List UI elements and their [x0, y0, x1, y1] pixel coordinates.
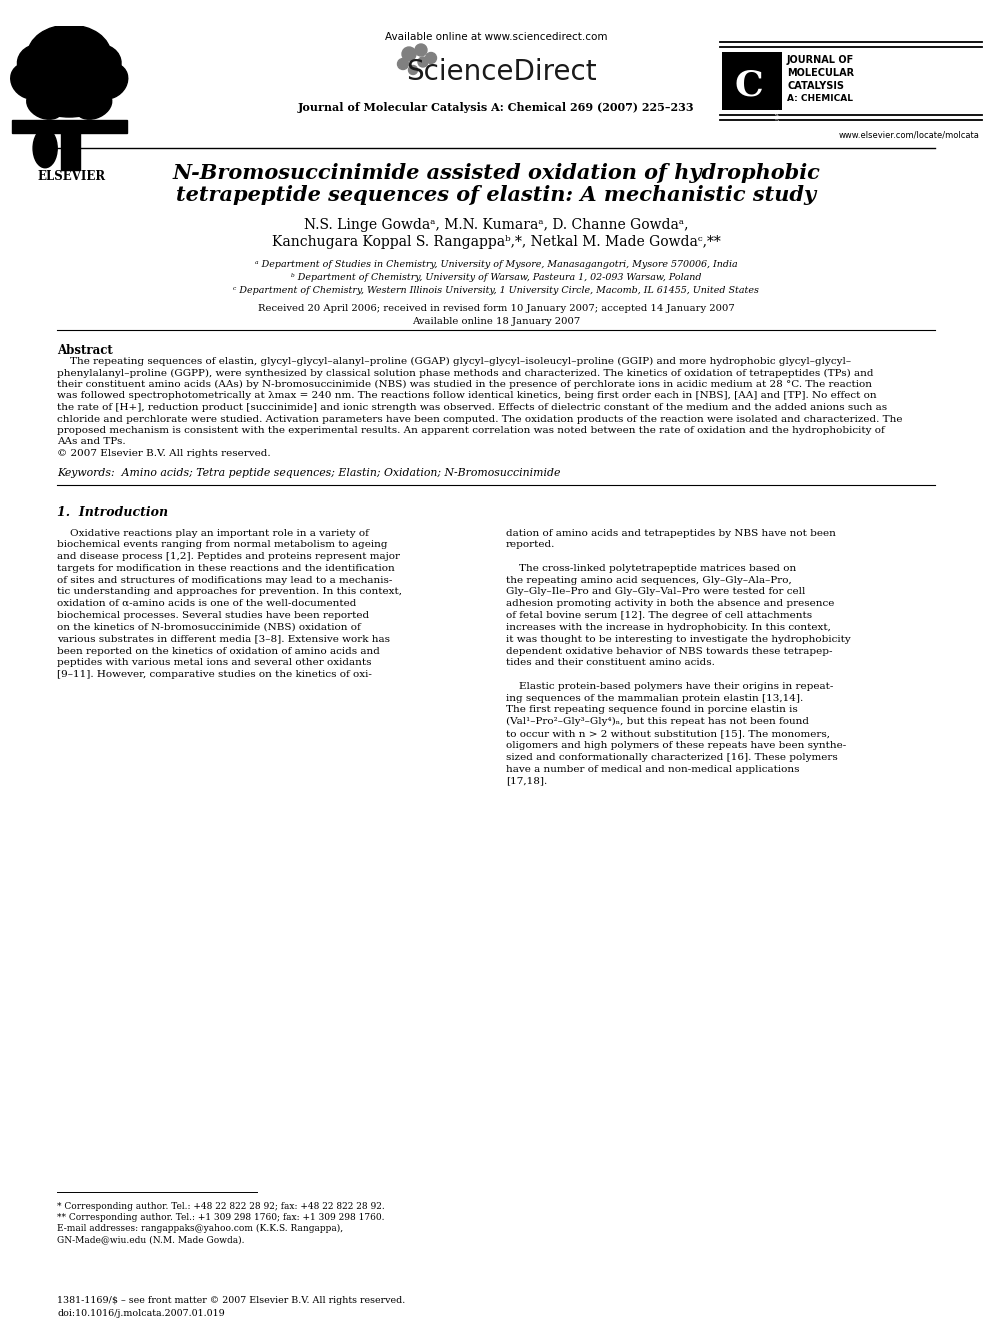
- Ellipse shape: [18, 45, 67, 90]
- Text: peptides with various metal ions and several other oxidants: peptides with various metal ions and sev…: [57, 659, 371, 667]
- Text: C: C: [734, 67, 763, 102]
- Ellipse shape: [35, 73, 77, 105]
- Text: Abstract: Abstract: [57, 344, 113, 357]
- Ellipse shape: [62, 73, 104, 105]
- Text: Gly–Gly–Ile–Pro and Gly–Gly–Val–Pro were tested for cell: Gly–Gly–Ile–Pro and Gly–Gly–Val–Pro were…: [506, 587, 806, 597]
- Ellipse shape: [28, 25, 111, 85]
- Text: dependent oxidative behavior of NBS towards these tetrapep-: dependent oxidative behavior of NBS towa…: [506, 647, 832, 655]
- Text: 1.  Introduction: 1. Introduction: [57, 507, 168, 520]
- Text: (Val¹–Pro²–Gly³–Gly⁴)ₙ, but this repeat has not been found: (Val¹–Pro²–Gly³–Gly⁴)ₙ, but this repeat …: [506, 717, 809, 726]
- Ellipse shape: [71, 45, 121, 90]
- Ellipse shape: [39, 78, 99, 106]
- Ellipse shape: [33, 57, 106, 97]
- Text: 1381-1169/$ – see front matter © 2007 Elsevier B.V. All rights reserved.: 1381-1169/$ – see front matter © 2007 El…: [57, 1297, 406, 1304]
- Text: sized and conformationally characterized [16]. These polymers: sized and conformationally characterized…: [506, 753, 838, 762]
- Circle shape: [426, 53, 436, 64]
- Text: Available online at www.sciencedirect.com: Available online at www.sciencedirect.co…: [385, 32, 607, 42]
- Circle shape: [398, 58, 409, 70]
- Text: reported.: reported.: [506, 540, 556, 549]
- Text: Keywords:  Amino acids; Tetra peptide sequences; Elastin; Oxidation; N-Bromosucc: Keywords: Amino acids; Tetra peptide seq…: [57, 468, 560, 479]
- Text: the rate of [H+], reduction product [succinimide] and ionic strength was observe: the rate of [H+], reduction product [suc…: [57, 404, 887, 411]
- Ellipse shape: [91, 64, 128, 99]
- Text: phenylalanyl–proline (GGPP), were synthesized by classical solution phase method: phenylalanyl–proline (GGPP), were synthe…: [57, 369, 874, 377]
- Text: of sites and structures of modifications may lead to a mechanis-: of sites and structures of modifications…: [57, 576, 393, 585]
- Text: N.S. Linge Gowdaᵃ, M.N. Kumaraᵃ, D. Channe Gowdaᵃ,: N.S. Linge Gowdaᵃ, M.N. Kumaraᵃ, D. Chan…: [304, 218, 688, 232]
- Text: increases with the increase in hydrophobicity. In this context,: increases with the increase in hydrophob…: [506, 623, 831, 632]
- Text: GN-Made@wiu.edu (N.M. Made Gowda).: GN-Made@wiu.edu (N.M. Made Gowda).: [57, 1234, 244, 1244]
- Text: the repeating amino acid sequences, Gly–Gly–Ala–Pro,: the repeating amino acid sequences, Gly–…: [506, 576, 792, 585]
- Text: Journal of Molecular Catalysis A: Chemical 269 (2007) 225–233: Journal of Molecular Catalysis A: Chemic…: [298, 102, 694, 112]
- Text: JOURNAL OF: JOURNAL OF: [787, 56, 854, 65]
- Text: Elastic protein-based polymers have their origins in repeat-: Elastic protein-based polymers have thei…: [506, 681, 833, 691]
- Text: it was thought to be interesting to investigate the hydrophobicity: it was thought to be interesting to inve…: [506, 635, 851, 644]
- Text: tides and their constituent amino acids.: tides and their constituent amino acids.: [506, 659, 715, 667]
- Text: have a number of medical and non-medical applications: have a number of medical and non-medical…: [506, 765, 800, 774]
- Text: and disease process [1,2]. Peptides and proteins represent major: and disease process [1,2]. Peptides and …: [57, 552, 400, 561]
- Text: AAs and TPs.: AAs and TPs.: [57, 438, 126, 446]
- Text: targets for modification in these reactions and the identification: targets for modification in these reacti…: [57, 564, 395, 573]
- Text: biochemical processes. Several studies have been reported: biochemical processes. Several studies h…: [57, 611, 369, 620]
- Ellipse shape: [27, 90, 63, 119]
- Text: MOLECULAR: MOLECULAR: [787, 67, 854, 78]
- Text: [9–11]. However, comparative studies on the kinetics of oxi-: [9–11]. However, comparative studies on …: [57, 671, 372, 679]
- Text: doi:10.1016/j.molcata.2007.01.019: doi:10.1016/j.molcata.2007.01.019: [57, 1308, 225, 1318]
- Text: The repeating sequences of elastin, glycyl–glycyl–alanyl–proline (GGAP) glycyl–g: The repeating sequences of elastin, glyc…: [57, 357, 851, 366]
- Text: The cross-linked polytetrapeptide matrices based on: The cross-linked polytetrapeptide matric…: [506, 564, 797, 573]
- Text: ing sequences of the mammalian protein elastin [13,14].: ing sequences of the mammalian protein e…: [506, 693, 804, 703]
- Circle shape: [418, 57, 428, 67]
- Text: E-mail addresses: rangappaks@yahoo.com (K.K.S. Rangappa),: E-mail addresses: rangappaks@yahoo.com (…: [57, 1224, 343, 1233]
- Text: ScienceDirect: ScienceDirect: [406, 58, 596, 86]
- Text: on the kinetics of N-bromosuccinimide (NBS) oxidation of: on the kinetics of N-bromosuccinimide (N…: [57, 623, 361, 632]
- Text: tic understanding and approaches for prevention. In this context,: tic understanding and approaches for pre…: [57, 587, 402, 597]
- Text: chloride and perchlorate were studied. Activation parameters have been computed.: chloride and perchlorate were studied. A…: [57, 414, 903, 423]
- Bar: [62, 127, 80, 171]
- Text: Received 20 April 2006; received in revised form 10 January 2007; accepted 14 Ja: Received 20 April 2006; received in revi…: [258, 304, 734, 314]
- Text: N-Bromosuccinimide assisted oxidation of hydrophobic: N-Bromosuccinimide assisted oxidation of…: [172, 163, 820, 183]
- Text: of fetal bovine serum [12]. The degree of cell attachments: of fetal bovine serum [12]. The degree o…: [506, 611, 812, 620]
- Circle shape: [415, 44, 427, 56]
- Text: to occur with n > 2 without substitution [15]. The monomers,: to occur with n > 2 without substitution…: [506, 729, 830, 738]
- Text: www.elsevier.com/locate/molcata: www.elsevier.com/locate/molcata: [839, 130, 980, 139]
- Text: ELSEVIER: ELSEVIER: [38, 169, 106, 183]
- Text: adhesion promoting activity in both the absence and presence: adhesion promoting activity in both the …: [506, 599, 834, 609]
- Text: CATALYSIS: CATALYSIS: [787, 81, 844, 91]
- Text: biochemical events ranging from normal metabolism to ageing: biochemical events ranging from normal m…: [57, 540, 388, 549]
- Circle shape: [409, 66, 418, 74]
- Text: ** Corresponding author. Tel.: +1 309 298 1760; fax: +1 309 298 1760.: ** Corresponding author. Tel.: +1 309 29…: [57, 1213, 385, 1222]
- Text: Available online 18 January 2007: Available online 18 January 2007: [412, 318, 580, 325]
- Text: A: CHEMICAL: A: CHEMICAL: [787, 94, 853, 103]
- Text: Oxidative reactions play an important role in a variety of: Oxidative reactions play an important ro…: [57, 528, 369, 537]
- Ellipse shape: [36, 86, 103, 116]
- Text: ᵇ Department of Chemistry, University of Warsaw, Pasteura 1, 02-093 Warsaw, Pola: ᵇ Department of Chemistry, University of…: [291, 273, 701, 282]
- Bar: [722, 52, 782, 110]
- Text: ᶜ Department of Chemistry, Western Illinois University, 1 University Circle, Mac: ᶜ Department of Chemistry, Western Illin…: [233, 286, 759, 295]
- Text: proposed mechanism is consistent with the experimental results. An apparent corr: proposed mechanism is consistent with th…: [57, 426, 885, 435]
- Text: various substrates in different media [3–8]. Extensive work has: various substrates in different media [3…: [57, 635, 390, 644]
- Text: their constituent amino acids (AAs) by N-bromosuccinimide (NBS) was studied in t: their constituent amino acids (AAs) by N…: [57, 380, 872, 389]
- Text: Kanchugara Koppal S. Rangappaᵇ,*, Netkal M. Made Gowdaᶜ,**: Kanchugara Koppal S. Rangappaᵇ,*, Netkal…: [272, 235, 720, 249]
- Bar: [12, 120, 127, 132]
- Text: dation of amino acids and tetrapeptides by NBS have not been: dation of amino acids and tetrapeptides …: [506, 528, 836, 537]
- Text: oxidation of α-amino acids is one of the well-documented: oxidation of α-amino acids is one of the…: [57, 599, 356, 609]
- Text: [17,18].: [17,18].: [506, 777, 548, 786]
- Text: oligomers and high polymers of these repeats have been synthe-: oligomers and high polymers of these rep…: [506, 741, 846, 750]
- Text: MOLECULAR: MOLECULAR: [776, 108, 781, 139]
- Text: The first repeating sequence found in porcine elastin is: The first repeating sequence found in po…: [506, 705, 798, 714]
- Text: tetrapeptide sequences of elastin: A mechanistic study: tetrapeptide sequences of elastin: A mec…: [176, 185, 816, 205]
- Ellipse shape: [75, 90, 112, 119]
- Text: was followed spectrophotometrically at λmax = 240 nm. The reactions follow ident: was followed spectrophotometrically at λ…: [57, 392, 877, 401]
- Ellipse shape: [33, 128, 58, 168]
- Text: * Corresponding author. Tel.: +48 22 822 28 92; fax: +48 22 822 28 92.: * Corresponding author. Tel.: +48 22 822…: [57, 1203, 385, 1211]
- Circle shape: [402, 48, 416, 61]
- Ellipse shape: [11, 64, 48, 99]
- Text: ᵃ Department of Studies in Chemistry, University of Mysore, Manasagangotri, Myso: ᵃ Department of Studies in Chemistry, Un…: [255, 261, 737, 269]
- Text: © 2007 Elsevier B.V. All rights reserved.: © 2007 Elsevier B.V. All rights reserved…: [57, 448, 271, 458]
- Text: been reported on the kinetics of oxidation of amino acids and: been reported on the kinetics of oxidati…: [57, 647, 380, 655]
